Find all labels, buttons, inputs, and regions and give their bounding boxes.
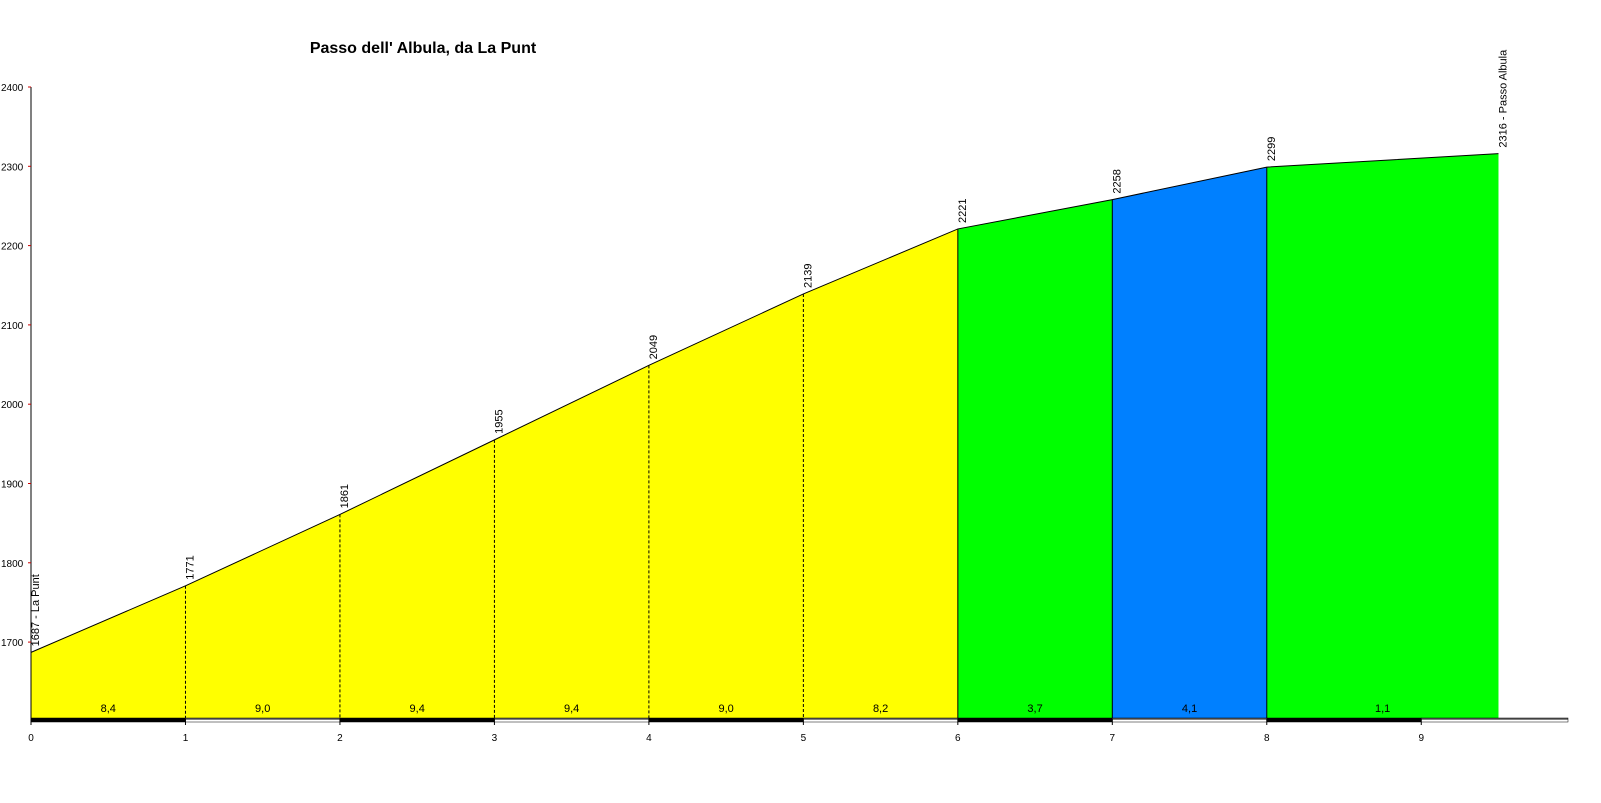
point-label: 1955: [493, 409, 505, 433]
gradient-label: 4,1: [1182, 703, 1197, 715]
profile-segment: [1112, 167, 1267, 719]
gradient-label: 8,2: [873, 703, 888, 715]
profile-segment: [957, 199, 1113, 719]
profile-segment: [339, 439, 495, 719]
point-label: 2139: [802, 263, 814, 287]
profile-segment: [185, 514, 340, 719]
y-tick-label: 2100: [1, 321, 24, 332]
point-label: 2316 - Passo Albula: [1497, 49, 1509, 148]
profile-segment: [803, 228, 958, 720]
x-tick-label: 3: [492, 733, 498, 744]
gradient-label: 9,0: [718, 703, 733, 715]
y-tick-label: 2000: [1, 400, 24, 411]
x-tick-label: 7: [1110, 733, 1116, 744]
point-label: 2221: [957, 198, 969, 222]
point-label: 2299: [1266, 137, 1278, 161]
x-tick-label: 6: [955, 733, 961, 744]
y-tick-label: 1900: [1, 479, 24, 490]
gradient-label: 9,0: [255, 703, 270, 715]
gradient-label: 1,1: [1375, 703, 1390, 715]
chart-title: Passo dell' Albula, da La Punt: [310, 40, 537, 57]
point-label: 2258: [1111, 169, 1123, 193]
point-label: 1771: [184, 555, 196, 579]
profile-segment: [494, 365, 649, 719]
x-tick-label: 1: [183, 733, 189, 744]
y-tick-label: 2300: [1, 162, 24, 173]
gradient-label: 8,4: [101, 703, 116, 715]
y-tick-label: 1800: [1, 559, 24, 570]
profile-segment: [648, 293, 804, 719]
point-label: 1687 - La Punt: [30, 574, 42, 646]
gradient-label: 9,4: [410, 703, 425, 715]
x-tick-label: 5: [801, 733, 807, 744]
y-tick-label: 2200: [1, 242, 24, 253]
x-tick-label: 0: [28, 733, 34, 744]
gradient-label: 3,7: [1027, 703, 1042, 715]
profile-line: [30, 153, 1499, 653]
y-tick-label: 2400: [1, 83, 24, 94]
point-label: 1861: [339, 484, 351, 508]
x-tick-label: 4: [646, 733, 652, 744]
profile-segment: [1266, 153, 1499, 719]
y-tick-label: 1700: [1, 638, 24, 649]
gradient-label: 9,4: [564, 703, 579, 715]
x-tick-label: 2: [337, 733, 343, 744]
profile-segment: [31, 585, 186, 719]
x-tick-label: 9: [1418, 733, 1424, 744]
point-label: 2049: [648, 335, 660, 359]
x-tick-label: 8: [1264, 733, 1270, 744]
